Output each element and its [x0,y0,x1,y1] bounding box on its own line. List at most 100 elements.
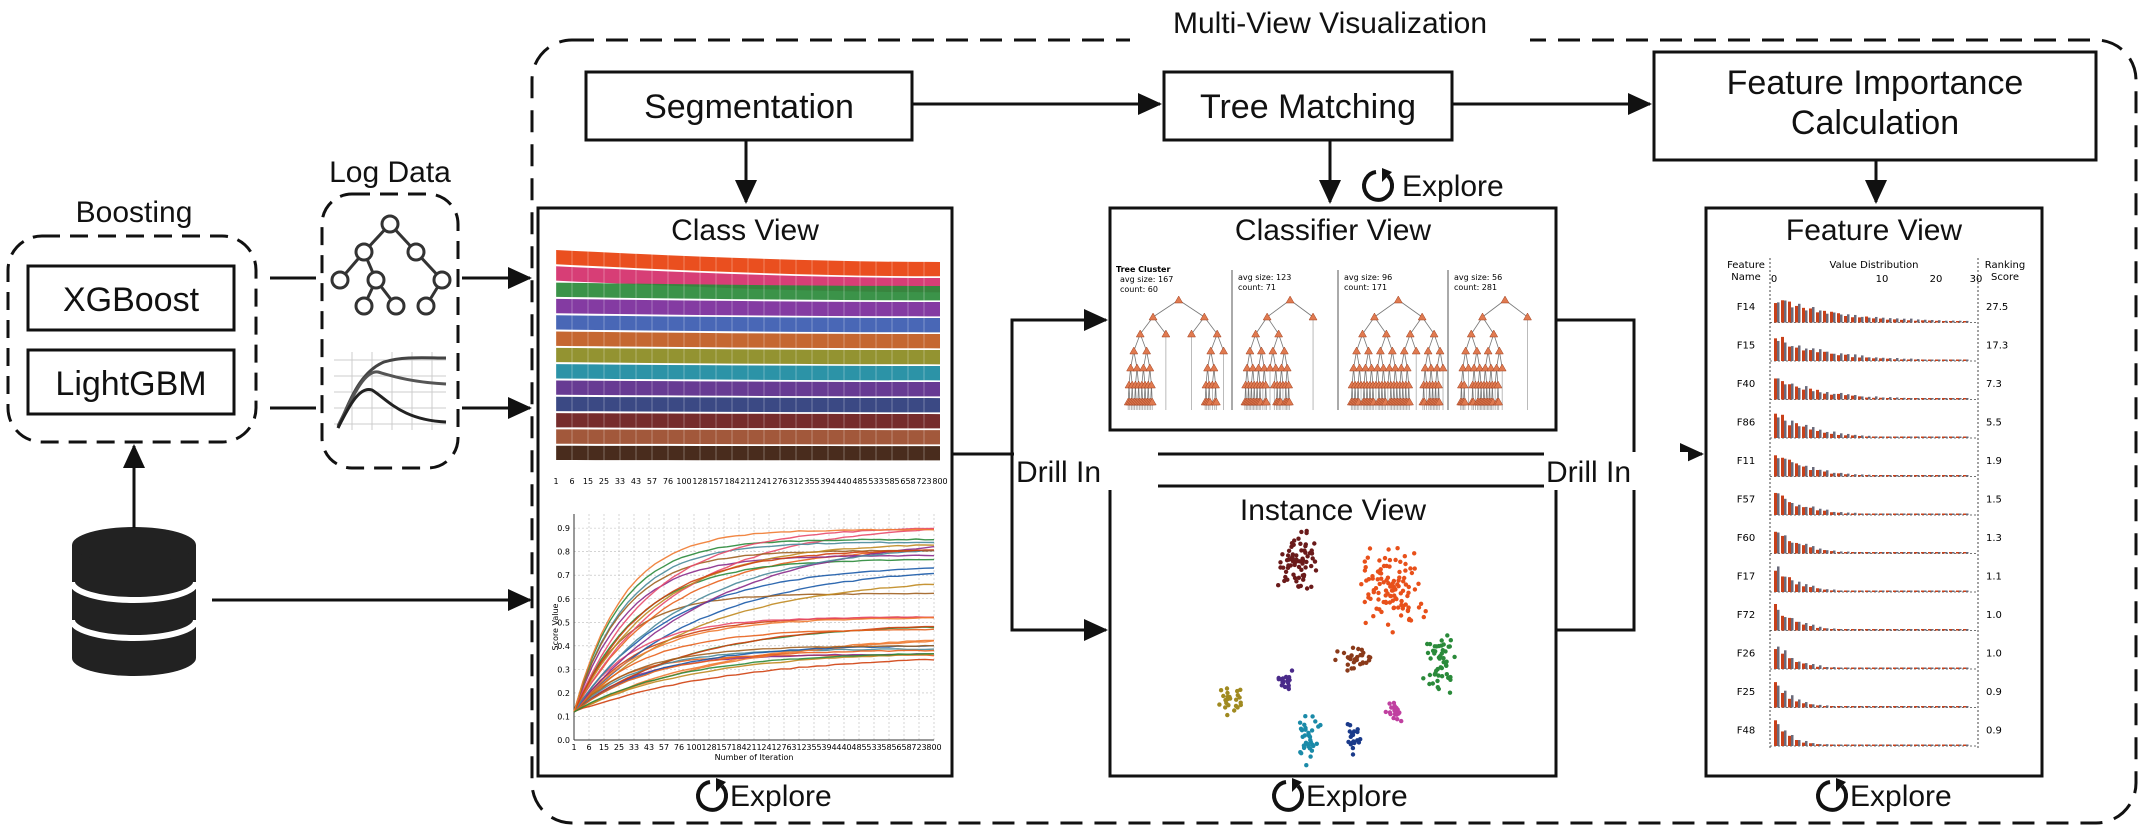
distribution-bar [1861,355,1864,361]
distribution-bar [1875,316,1878,323]
feature-view-panel[interactable] [1704,206,2044,778]
distribution-bar [1914,398,1917,400]
distribution-bar [1952,552,1955,554]
lightgbm-label: LightGBM [55,365,206,403]
instance-point [1400,606,1406,611]
tree-node [1245,346,1255,355]
distribution-bar [1896,629,1899,631]
distribution-bar [1900,629,1903,631]
tree-node [1261,397,1271,406]
feature-name: F48 [1737,726,1755,737]
distribution-bar [1945,398,1948,400]
instance-scatter [1217,528,1457,768]
instance-point [1402,554,1408,559]
drill-in-left[interactable]: Drill In [1016,456,1101,489]
distribution-bar [1945,629,1948,631]
instance-point [1398,613,1404,618]
instance-point [1379,576,1384,581]
distribution-bar [1795,542,1798,554]
distribution-bar [1837,434,1840,438]
distribution-bar [1805,702,1808,708]
distribution-bar [1952,629,1955,631]
instance-point [1387,557,1393,563]
distribution-bar [1809,704,1812,708]
distribution-bar [1893,667,1896,669]
line-x-tick: 276 [776,743,791,752]
instance-point [1371,588,1377,593]
feature-name: F57 [1737,495,1755,506]
distribution-bar [1819,548,1822,554]
distribution-bar [1798,345,1801,361]
distribution-bar [1900,359,1903,361]
distribution-bar [1861,396,1864,400]
distribution-bar [1886,475,1889,477]
distribution-bar [1963,321,1966,323]
ranking-score: 7.3 [1986,379,2002,390]
distribution-bar [1844,629,1847,631]
tree-node [1148,312,1158,321]
distribution-bar [1851,395,1854,400]
instance-point [1233,703,1239,709]
instance-point [1351,729,1357,734]
distribution-bar [1861,667,1864,669]
distribution-bar [1921,744,1924,746]
stream-x-tick: 43 [631,477,641,486]
distribution-bar [1805,465,1808,477]
instance-point [1351,666,1357,671]
distribution-bar [1861,629,1864,631]
distribution-bar [1858,396,1861,400]
cluster-size: avg size: 167 [1120,275,1173,284]
distribution-bar [1809,665,1812,669]
distribution-bar [1812,348,1815,361]
distribution-bar [1924,513,1927,515]
distribution-bar [1949,629,1952,631]
distribution-bar [1872,629,1875,631]
distribution-bar [1798,426,1801,438]
distribution-bar [1928,744,1931,746]
distribution-bar [1791,580,1794,592]
instance-point [1301,574,1307,579]
explore-class-view[interactable]: Explore [696,778,832,813]
distribution-bar [1777,302,1780,323]
distribution-bar [1784,535,1787,554]
instance-point [1381,580,1386,585]
stream-x-tick: 211 [740,477,755,486]
distribution-bar [1921,552,1924,554]
distribution-bar [1840,706,1843,708]
tree-node [1384,363,1394,372]
feature-importance-label-2: Calculation [1791,104,1959,142]
tree-node [1161,329,1171,338]
instance-point [1303,725,1308,731]
distribution-bar [1788,735,1791,746]
drill-in-right[interactable]: Drill In [1546,456,1631,489]
feature-name: F14 [1737,302,1755,313]
distribution-bar [1854,590,1857,592]
cluster-count: count: 281 [1454,283,1497,292]
tree-node [1219,346,1229,355]
instance-view-panel[interactable] [1108,484,1558,778]
distribution-bar [1805,740,1808,746]
distribution-bar [1966,667,1969,669]
distribution-bar [1872,475,1875,477]
distribution-bar [1924,706,1927,708]
explore-feature-view[interactable]: Explore [1816,778,1952,813]
instance-point [1333,657,1338,663]
distribution-bar [1791,695,1794,708]
stream-x-tick: 33 [615,477,625,486]
distribution-bar [1938,398,1941,400]
distribution-bar [1788,384,1791,400]
distribution-bar [1861,513,1864,515]
explore-classifier-view[interactable]: Explore [1362,168,1504,203]
explore-instance-view[interactable]: Explore [1272,778,1408,813]
distribution-bar [1945,436,1948,438]
distribution-bar [1910,590,1913,592]
distribution-bar [1879,475,1882,477]
tree-node [1132,363,1142,372]
header-feature-2: Name [1731,272,1761,283]
instance-point [1412,551,1417,556]
distribution-bar [1889,552,1892,554]
instance-point [1300,561,1305,566]
distribution-bar [1837,629,1840,631]
instance-point [1296,564,1302,570]
